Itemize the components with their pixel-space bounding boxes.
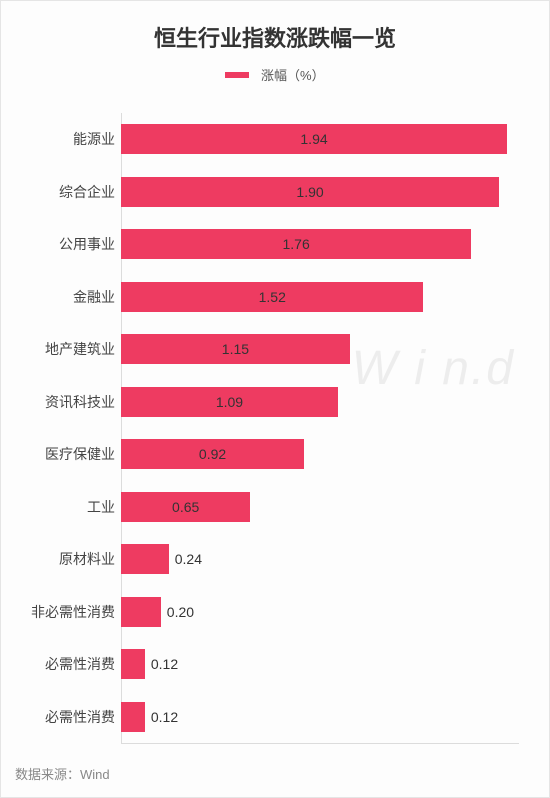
bar <box>121 702 145 732</box>
bar-track: 0.12 <box>121 702 519 732</box>
bar-row: 必需性消费 0.12 <box>1 649 519 679</box>
bar-row: 必需性消费 0.12 <box>1 702 519 732</box>
bar-track: 0.65 <box>121 492 519 522</box>
value-label: 1.76 <box>282 236 309 252</box>
value-label: 0.65 <box>172 499 199 515</box>
bar-track: 0.12 <box>121 649 519 679</box>
bar: 1.09 <box>121 387 338 417</box>
legend: 涨幅（%） <box>1 65 549 84</box>
category-label: 医疗保健业 <box>1 444 121 464</box>
bar-row: 综合企业 1.90 <box>1 177 519 207</box>
category-label: 原材料业 <box>1 549 121 569</box>
bar-row: 工业 0.65 <box>1 492 519 522</box>
bar-track: 1.94 <box>121 124 519 154</box>
bar-track: 0.24 <box>121 544 519 574</box>
bar-row: 能源业 1.94 <box>1 124 519 154</box>
chart-title: 恒生行业指数涨跌幅一览 <box>1 21 549 53</box>
value-label: 0.92 <box>199 446 226 462</box>
bar: 0.65 <box>121 492 250 522</box>
value-label: 1.90 <box>296 184 323 200</box>
value-label: 0.20 <box>167 604 194 620</box>
value-label: 1.15 <box>222 341 249 357</box>
category-label: 工业 <box>1 497 121 517</box>
category-label: 必需性消费 <box>1 654 121 674</box>
bar-row: 金融业 1.52 <box>1 282 519 312</box>
category-label: 能源业 <box>1 129 121 149</box>
bar: 1.76 <box>121 229 471 259</box>
category-label: 公用事业 <box>1 234 121 254</box>
value-label: 1.52 <box>259 289 286 305</box>
bar-row: 非必需性消费 0.20 <box>1 597 519 627</box>
bar: 1.15 <box>121 334 350 364</box>
bar-row: 医疗保健业 0.92 <box>1 439 519 469</box>
bar: 1.52 <box>121 282 423 312</box>
value-label: 1.09 <box>216 394 243 410</box>
legend-swatch <box>225 72 249 78</box>
bar-track: 1.52 <box>121 282 519 312</box>
bar-track: 1.90 <box>121 177 519 207</box>
legend-label: 涨幅（%） <box>261 65 325 84</box>
bar-track: 1.15 <box>121 334 519 364</box>
bar-track: 0.20 <box>121 597 519 627</box>
value-label: 0.12 <box>151 709 178 725</box>
category-label: 地产建筑业 <box>1 339 121 359</box>
category-label: 必需性消费 <box>1 707 121 727</box>
bar-row: 地产建筑业 1.15 <box>1 334 519 364</box>
x-axis-line <box>121 743 519 744</box>
value-label: 1.94 <box>300 131 327 147</box>
bar-track: 1.09 <box>121 387 519 417</box>
data-source: 数据来源：Wind <box>15 764 110 783</box>
bar: 1.90 <box>121 177 499 207</box>
value-label: 0.24 <box>175 551 202 567</box>
bar-row: 原材料业 0.24 <box>1 544 519 574</box>
category-label: 金融业 <box>1 287 121 307</box>
category-label: 非必需性消费 <box>1 602 121 622</box>
bar-row: 资讯科技业 1.09 <box>1 387 519 417</box>
bar: 1.94 <box>121 124 507 154</box>
value-label: 0.12 <box>151 656 178 672</box>
bar <box>121 649 145 679</box>
bar-track: 0.92 <box>121 439 519 469</box>
bar-row: 公用事业 1.76 <box>1 229 519 259</box>
bar-track: 1.76 <box>121 229 519 259</box>
chart-frame: 恒生行业指数涨跌幅一览 涨幅（%） 能源业 1.94 综合企业 1.90 公用事业 1.7… <box>0 0 550 798</box>
category-label: 综合企业 <box>1 182 121 202</box>
bar <box>121 544 169 574</box>
bar <box>121 597 161 627</box>
chart-plot-area: 能源业 1.94 综合企业 1.90 公用事业 1.76 金融业 1.52 地产建筑业 1.15 资… <box>1 113 549 743</box>
bar: 0.92 <box>121 439 304 469</box>
category-label: 资讯科技业 <box>1 392 121 412</box>
